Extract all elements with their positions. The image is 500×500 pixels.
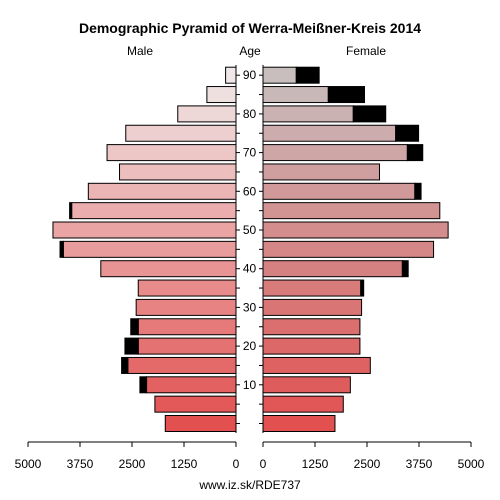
male-bar-5-9 [154,395,237,413]
female-bar-75-79 [262,124,397,142]
male-bar-75-79 [125,124,237,142]
x-tick-label-male: 3750 [67,457,94,471]
female-excess-bar-35-39 [360,279,365,297]
female-bar-5-9 [262,395,344,413]
axes-layer: 10 20 30 40 50 60 70 80 90 5000 3750 2500 1250 0 0 1250… [15,65,485,471]
x-tick-label-male: 0 [233,457,240,471]
female-excess-bar-40-44 [401,260,409,278]
x-tick-label-female: 5000 [458,457,485,471]
age-tick-label: 40 [243,262,257,276]
female-excess-bar-80-84 [352,105,387,123]
male-bar-10-14 [146,376,237,394]
x-tick-label-female: 0 [260,457,267,471]
male-bar-60-64 [87,182,237,200]
female-bar-85-89 [262,86,329,104]
male-bar-85-89 [206,86,237,104]
x-tick-label-male: 2500 [119,457,146,471]
female-excess-bar-60-64 [414,182,422,200]
female-bar-60-64 [262,182,416,200]
female-excess-bar-70-74 [406,144,424,162]
male-excess-bar-25-29 [130,318,139,336]
female-bar-55-59 [262,202,441,220]
female-bar-70-74 [262,144,408,162]
female-bar-15-19 [262,356,371,374]
male-bar-80-84 [177,105,237,123]
male-excess-bar-10-14 [139,376,148,394]
male-bar-55-59 [71,202,237,220]
female-bar-40-44 [262,260,403,278]
female-label: Female [346,44,386,58]
male-bar-35-39 [137,279,237,297]
male-excess-bar-20-24 [124,337,139,355]
female-bar-65-69 [262,163,380,181]
female-bar-80-84 [262,105,354,123]
chart-title: Demographic Pyramid of Werra-Meißner-Kre… [79,20,421,36]
x-tick-label-female: 1250 [302,457,329,471]
female-excess-bar-85-89 [327,86,366,104]
male-bar-45-49 [62,240,237,258]
male-label: Male [127,44,153,58]
male-bar-70-74 [106,144,237,162]
female-bar-20-24 [262,337,361,355]
female-bar-90+ [262,66,297,84]
male-excess-bar-45-49 [59,240,64,258]
male-bar-90+ [225,66,237,84]
x-tick-label-male: 1250 [171,457,198,471]
male-bar-20-24 [137,337,237,355]
age-tick-label: 50 [243,223,257,237]
male-bar-25-29 [137,318,237,336]
male-bar-15-19 [127,356,237,374]
female-bar-25-29 [262,318,361,336]
age-label: Age [239,44,261,58]
male-excess-bar-15-19 [121,356,129,374]
male-bar-65-69 [119,163,237,181]
age-tick-label: 80 [243,107,257,121]
x-tick-label-male: 5000 [15,457,42,471]
male-bar-30-34 [135,298,237,316]
age-tick-label: 30 [243,300,257,314]
age-tick-label: 90 [243,68,257,82]
male-excess-bar-55-59 [69,202,73,220]
female-bar-30-34 [262,298,363,316]
female-bar-0-4 [262,415,336,432]
male-bar-0-4 [164,415,237,432]
age-tick-label: 10 [243,378,257,392]
male-bar-40-44 [100,260,237,278]
female-bar-45-49 [262,240,435,258]
male-bar-50-54 [52,221,237,239]
age-tick-label: 60 [243,184,257,198]
female-bar-10-14 [262,376,351,394]
female-excess-bar-90+ [295,66,320,84]
age-tick-label: 70 [243,146,257,160]
x-tick-label-female: 3750 [406,457,433,471]
female-bar-50-54 [262,221,449,239]
bars-layer [52,66,449,432]
female-excess-bar-75-79 [395,124,420,142]
female-bar-35-39 [262,279,362,297]
age-tick-label: 20 [243,339,257,353]
footer-url: www.iz.sk/RDE737 [198,478,301,492]
x-tick-label-female: 2500 [354,457,381,471]
